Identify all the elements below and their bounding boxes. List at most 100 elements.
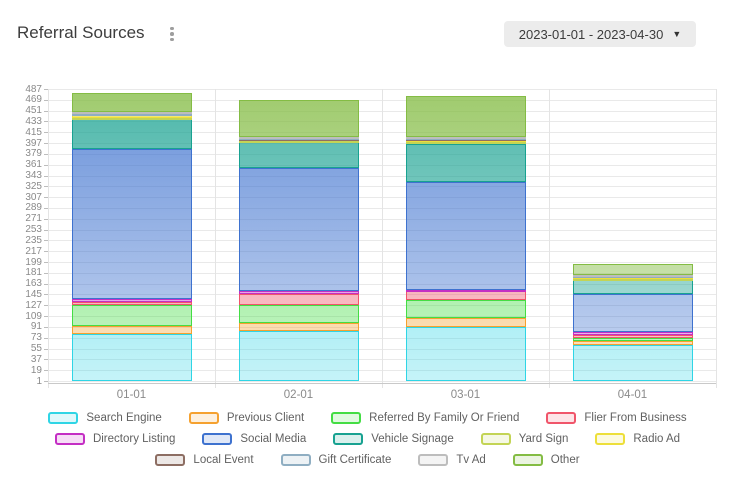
y-tick-mark xyxy=(44,99,48,101)
bar-segment[interactable] xyxy=(71,299,192,302)
chart-legend: Search Engine Previous Client Referred By … xyxy=(0,412,735,466)
legend-swatch xyxy=(280,454,311,466)
x-axis-label: 03-01 xyxy=(450,389,481,401)
bar-segment[interactable] xyxy=(405,96,526,138)
bar-segment[interactable] xyxy=(71,301,192,305)
bar-segment[interactable] xyxy=(572,340,693,345)
bar-segment[interactable] xyxy=(238,137,359,140)
bar-segment[interactable] xyxy=(405,326,526,381)
legend-item[interactable]: Referred By Family Or Friend xyxy=(331,412,519,424)
legend-item[interactable]: Other xyxy=(512,454,580,466)
legend-item[interactable]: Previous Client xyxy=(188,412,304,424)
x-axis-label: 02-01 xyxy=(283,389,314,401)
x-axis-line xyxy=(48,383,716,384)
bar-segment[interactable] xyxy=(71,92,192,113)
bar-segment[interactable] xyxy=(71,149,192,300)
y-tick-label: 181 xyxy=(25,267,42,279)
bar-segment[interactable] xyxy=(405,317,526,327)
legend-item[interactable]: Local Event xyxy=(155,454,254,466)
y-tick-label: 37 xyxy=(30,353,42,365)
kebab-menu-icon[interactable] xyxy=(164,24,180,44)
legend-swatch xyxy=(202,433,233,445)
bar-segment[interactable] xyxy=(238,322,359,332)
legend-swatch xyxy=(512,454,543,466)
bar-segment[interactable] xyxy=(238,291,359,295)
y-tick-label: 235 xyxy=(25,234,42,246)
legend-swatch xyxy=(155,454,186,466)
legend-label: Social Media xyxy=(240,433,307,445)
bar-segment[interactable] xyxy=(405,299,526,318)
bar-segment[interactable] xyxy=(572,275,693,278)
legend-label: Radio Ad xyxy=(633,433,681,445)
bar-segment[interactable] xyxy=(238,168,359,292)
bar-segment[interactable] xyxy=(572,279,693,294)
bar-segment[interactable] xyxy=(405,137,526,140)
legend-swatch xyxy=(546,412,577,424)
x-axis-label: 01-01 xyxy=(116,389,147,401)
legend-item[interactable]: Social Media xyxy=(202,433,306,445)
y-tick-label: 451 xyxy=(25,105,42,117)
legend-item[interactable]: Directory Listing xyxy=(54,433,175,445)
legend-swatch xyxy=(48,412,79,424)
legend-item[interactable]: Radio Ad xyxy=(595,433,680,445)
bar-segment[interactable] xyxy=(238,141,359,144)
bar-segment[interactable] xyxy=(572,337,693,341)
legend-swatch xyxy=(54,433,85,445)
bar-segment[interactable] xyxy=(405,290,526,300)
y-tick-label: 307 xyxy=(25,191,42,203)
legend-item[interactable]: Search Engine xyxy=(48,412,162,424)
bar-segment[interactable] xyxy=(71,304,192,326)
legend-label: Other xyxy=(550,454,580,466)
bar-segment[interactable] xyxy=(71,119,192,150)
y-tick-label: 397 xyxy=(25,137,42,149)
bar-segment[interactable] xyxy=(572,335,693,338)
bar-segment[interactable] xyxy=(238,294,359,305)
y-tick-label: 199 xyxy=(25,256,42,268)
y-tick-label: 127 xyxy=(25,299,42,311)
bar-segment[interactable] xyxy=(572,278,693,281)
bar-segment[interactable] xyxy=(71,334,192,381)
legend-swatch xyxy=(333,433,364,445)
bar-segment[interactable] xyxy=(238,99,359,138)
y-tick-mark xyxy=(44,218,48,220)
y-tick-mark xyxy=(44,121,48,123)
legend-label: Local Event xyxy=(193,454,254,466)
legend-item[interactable]: Gift Certificate xyxy=(280,454,391,466)
y-tick-label: 469 xyxy=(25,94,42,106)
y-tick-mark xyxy=(44,197,48,199)
bar-segment[interactable] xyxy=(238,142,359,169)
bar-segment[interactable] xyxy=(572,263,693,276)
bar-segment[interactable] xyxy=(71,325,192,335)
y-tick-label: 325 xyxy=(25,180,42,192)
bar-segment[interactable] xyxy=(71,117,192,120)
legend-row: Search Engine Previous Client Referred By … xyxy=(0,412,735,424)
y-tick-mark xyxy=(44,348,48,350)
legend-item[interactable]: Flier From Business xyxy=(546,412,687,424)
bar-segment[interactable] xyxy=(405,141,526,144)
legend-item[interactable]: Yard Sign xyxy=(480,433,568,445)
bar-segment[interactable] xyxy=(405,289,526,292)
legend-item[interactable]: Tv Ad xyxy=(418,454,486,466)
bar-segment[interactable] xyxy=(405,181,526,290)
bar-segment[interactable] xyxy=(238,304,359,323)
date-range-selector[interactable]: 2023-01-01 - 2023-04-30 ▼ xyxy=(504,21,696,47)
legend-item[interactable]: Vehicle Signage xyxy=(333,433,454,445)
bar-segment[interactable] xyxy=(238,331,359,381)
legend-row: Directory Listing Social Media Vehicle Sig… xyxy=(0,433,735,445)
y-tick-mark xyxy=(44,370,48,372)
bar-segment[interactable] xyxy=(572,344,693,381)
y-tick-mark xyxy=(44,132,48,134)
legend-swatch xyxy=(188,412,219,424)
y-tick-label: 91 xyxy=(30,321,42,333)
y-tick-mark xyxy=(44,381,48,382)
y-tick-mark xyxy=(44,316,48,318)
bar-segment[interactable] xyxy=(572,293,693,333)
y-tick-mark xyxy=(44,240,48,242)
y-tick-mark xyxy=(44,164,48,166)
y-tick-label: 163 xyxy=(25,278,42,290)
bar-segment[interactable] xyxy=(71,112,192,115)
bar-segment[interactable] xyxy=(405,143,526,182)
bar-segment[interactable] xyxy=(572,332,693,336)
y-tick-label: 379 xyxy=(25,148,42,160)
